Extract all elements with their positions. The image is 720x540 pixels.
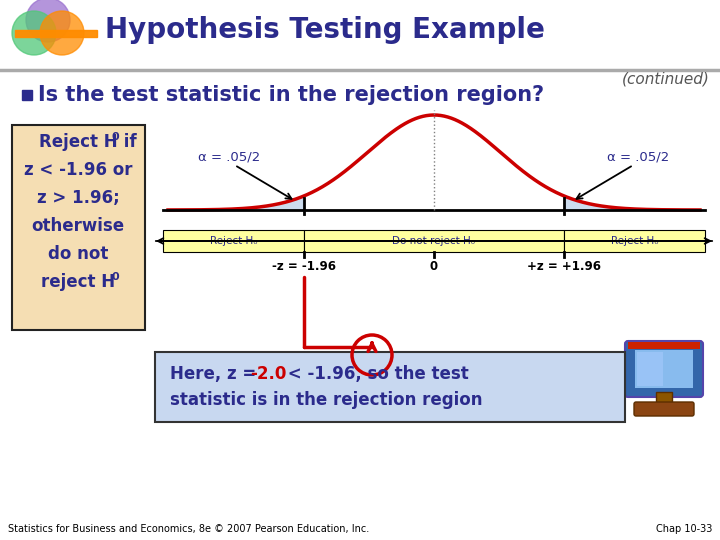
Bar — [22, 90, 32, 100]
FancyBboxPatch shape — [634, 402, 694, 416]
Text: otherwise: otherwise — [32, 217, 125, 235]
Text: statistic is in the rejection region: statistic is in the rejection region — [170, 391, 482, 409]
Circle shape — [12, 11, 56, 55]
Text: z < -1.96 or: z < -1.96 or — [24, 161, 132, 179]
Text: 0: 0 — [112, 272, 120, 282]
Polygon shape — [564, 197, 700, 210]
Text: Statistics for Business and Economics, 8e © 2007 Pearson Education, Inc.: Statistics for Business and Economics, 8… — [8, 524, 369, 534]
Bar — [0, 0, 720, 70]
Text: z > 1.96;: z > 1.96; — [37, 189, 120, 207]
Bar — [564, 230, 705, 252]
Text: -z = -1.96: -z = -1.96 — [271, 260, 336, 273]
Circle shape — [40, 11, 84, 55]
Polygon shape — [168, 197, 304, 210]
Text: Reject H₀: Reject H₀ — [611, 236, 658, 246]
Text: 0: 0 — [112, 132, 120, 142]
Text: < -1.96, so the test: < -1.96, so the test — [282, 365, 469, 383]
Text: α = .05/2: α = .05/2 — [608, 151, 670, 164]
Circle shape — [26, 0, 70, 42]
FancyBboxPatch shape — [155, 352, 625, 422]
Text: -2.0: -2.0 — [250, 365, 287, 383]
Text: +z = +1.96: +z = +1.96 — [527, 260, 601, 273]
Text: do not: do not — [48, 245, 108, 263]
Text: Reject H₀: Reject H₀ — [210, 236, 257, 246]
Text: Do not reject H₀: Do not reject H₀ — [392, 236, 475, 246]
Bar — [304, 230, 564, 252]
Text: 0: 0 — [430, 260, 438, 273]
Text: Chap 10-33: Chap 10-33 — [656, 524, 712, 534]
Text: (continued): (continued) — [622, 71, 710, 86]
Bar — [635, 350, 693, 388]
FancyBboxPatch shape — [12, 125, 145, 330]
Text: Hypothesis Testing Example: Hypothesis Testing Example — [105, 16, 545, 44]
Bar — [637, 352, 663, 386]
Text: if: if — [118, 133, 137, 151]
Text: α = .05/2: α = .05/2 — [199, 151, 261, 164]
FancyBboxPatch shape — [625, 341, 703, 397]
Text: reject H: reject H — [41, 273, 115, 291]
Bar — [15, 30, 97, 37]
Bar — [656, 392, 672, 408]
Text: Here, z =: Here, z = — [170, 365, 262, 383]
Text: Is the test statistic in the rejection region?: Is the test statistic in the rejection r… — [38, 85, 544, 105]
Bar — [628, 342, 700, 349]
Bar — [163, 230, 304, 252]
Text: Reject H: Reject H — [39, 133, 117, 151]
